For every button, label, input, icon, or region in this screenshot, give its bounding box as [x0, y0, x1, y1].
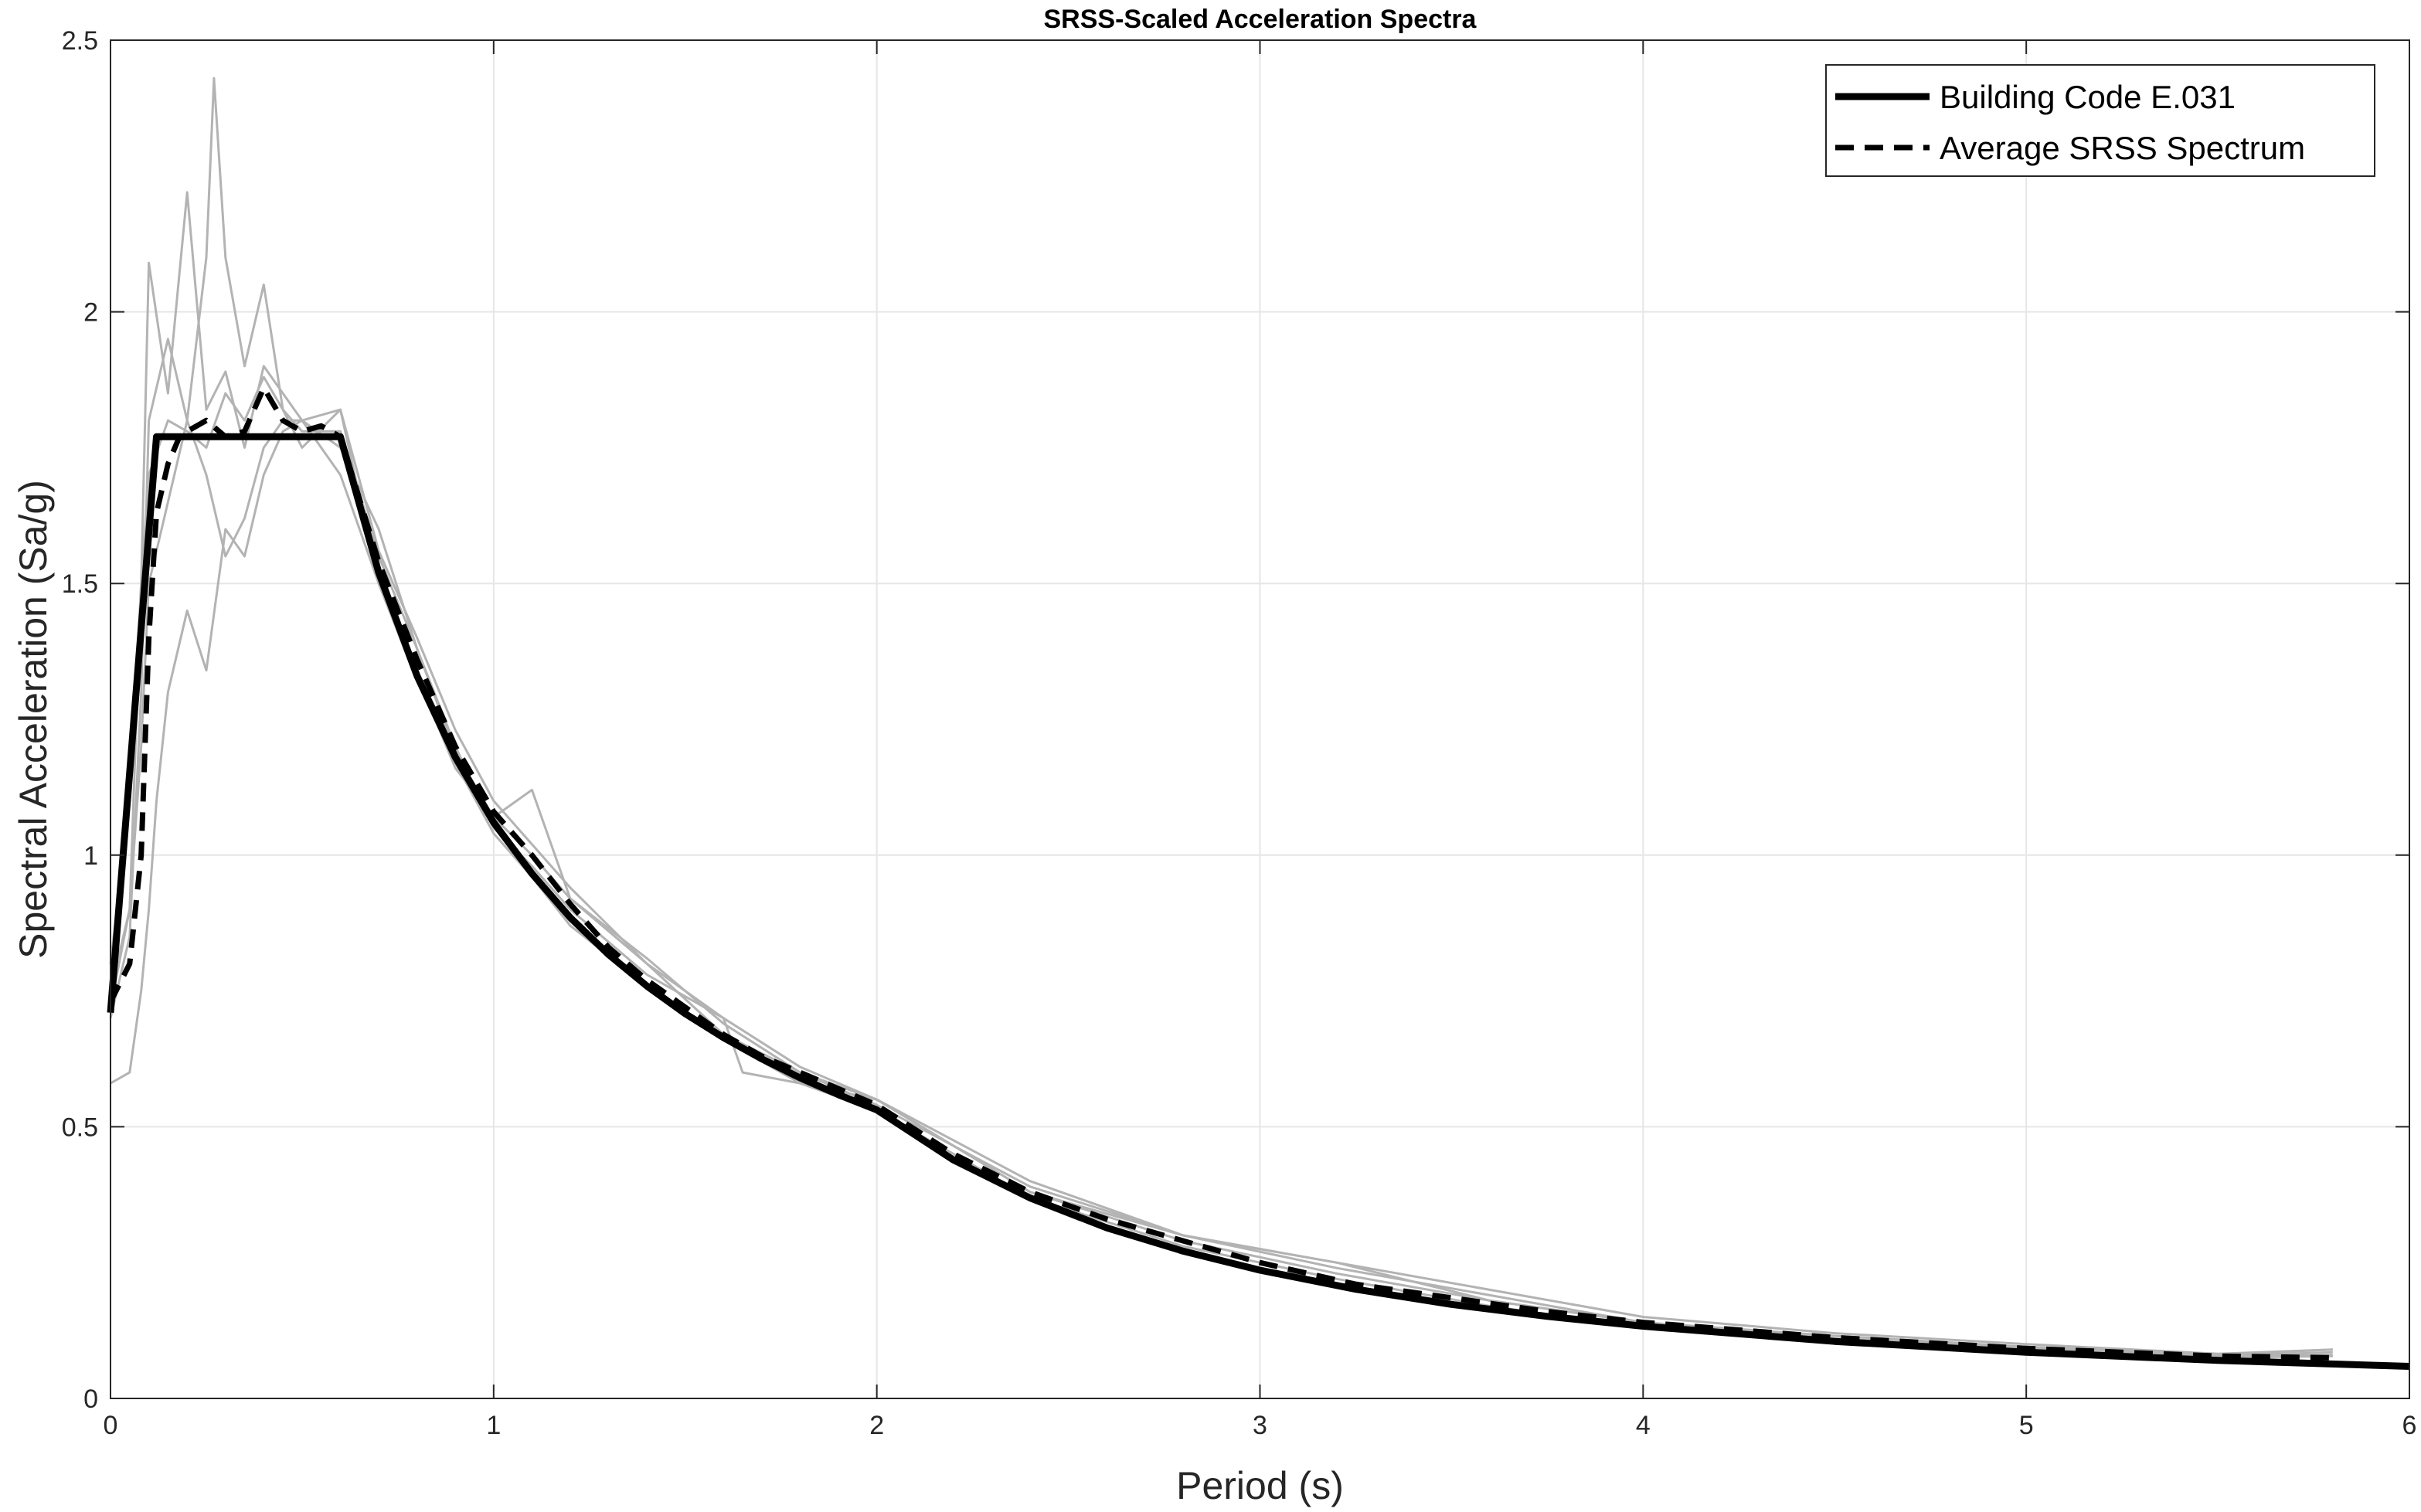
- legend: Building Code E.031 Average SRSS Spectru…: [1825, 64, 2375, 177]
- y-tick-label: 2.5: [62, 26, 98, 56]
- x-tick-label: 0: [104, 1411, 118, 1440]
- legend-label-building-code: Building Code E.031: [1940, 79, 2236, 115]
- x-tick-label: 2: [869, 1411, 884, 1440]
- axis-ticks: 0 1 2 3 4 5 6 0 0.5 1 1.5 2 2.5: [62, 26, 2417, 1440]
- x-tick-label: 6: [2402, 1411, 2417, 1440]
- y-tick-label: 0: [83, 1385, 98, 1414]
- legend-label-average-srss: Average SRSS Spectrum: [1940, 130, 2305, 166]
- y-tick-label: 1.5: [62, 569, 98, 599]
- grid-lines: [111, 40, 2409, 1398]
- x-tick-label: 3: [1253, 1411, 1267, 1440]
- record-spectrum-line-2: [109, 191, 2333, 1357]
- y-tick-label: 0.5: [62, 1113, 98, 1142]
- chart-title: SRSS-Scaled Acceleration Spectra: [1044, 5, 1477, 34]
- y-axis-label: Spectral Acceleration (Sa/g): [12, 480, 55, 959]
- x-tick-label: 4: [1636, 1411, 1651, 1440]
- building-code-spectrum-line: [107, 433, 2410, 1370]
- x-tick-label: 5: [2019, 1411, 2034, 1440]
- plot-series: [107, 76, 2410, 1370]
- average-srss-spectrum-line: [107, 385, 2333, 1361]
- y-tick-label: 2: [83, 298, 98, 328]
- x-tick-label: 1: [486, 1411, 501, 1440]
- record-spectrum-line-3: [109, 76, 2333, 1357]
- legend-box: [1825, 64, 2375, 177]
- x-axis-label: Period (s): [1176, 1464, 1344, 1507]
- y-tick-label: 1: [83, 841, 98, 871]
